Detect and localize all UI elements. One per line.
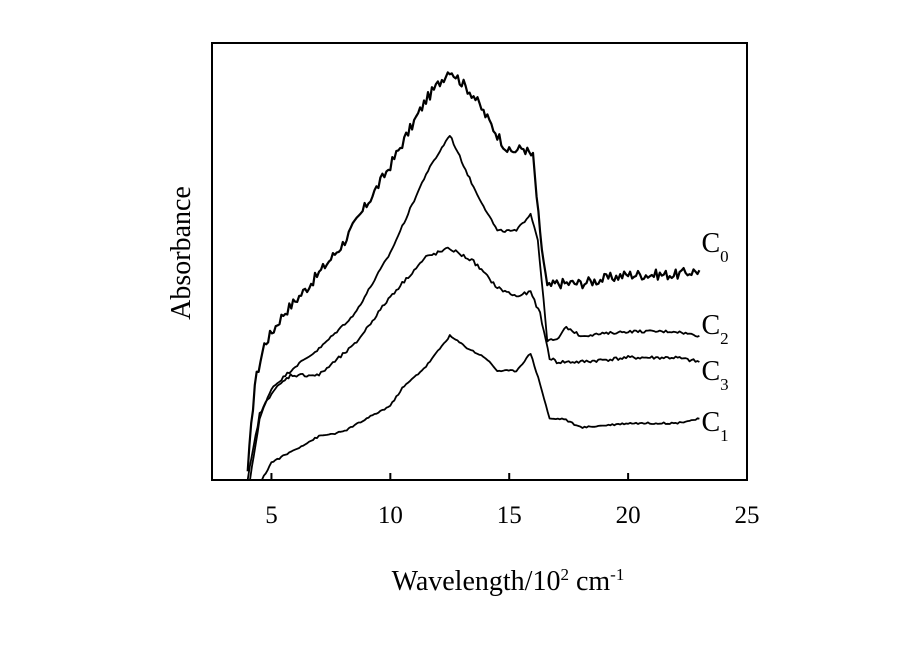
series-line-C3	[246, 246, 700, 481]
x-axis-title-unit-sup: -1	[610, 565, 624, 584]
series-label-name: C	[701, 356, 720, 387]
series-label-C0: C0	[701, 228, 728, 266]
x-tick-label: 20	[616, 502, 641, 529]
series-label-subscript: 3	[720, 375, 729, 394]
x-axis-title-unit: cm	[569, 566, 610, 597]
x-tick-label: 5	[265, 502, 278, 529]
series-label-name: C	[701, 407, 720, 438]
x-axis-ticks: 5 10 15 20 25	[265, 473, 760, 529]
x-axis-title-sup: 2	[560, 565, 569, 584]
x-tick-label: 10	[378, 502, 403, 529]
x-tick-label: 25	[735, 502, 760, 529]
series-label-C1: C1	[701, 407, 728, 445]
series-layer	[246, 71, 701, 481]
series-label-subscript: 0	[720, 247, 729, 266]
plot-frame	[211, 42, 748, 481]
x-tick-label: 15	[497, 502, 522, 529]
series-label-subscript: 2	[720, 329, 729, 348]
series-line-C2	[249, 135, 700, 481]
series-label-name: C	[701, 228, 720, 259]
x-axis-title-text: Wavelength/10	[392, 566, 561, 597]
y-axis-title: Absorbance	[166, 186, 197, 320]
series-label-subscript: 1	[720, 426, 729, 445]
x-axis-title: Wavelength/102 cm-1	[392, 565, 625, 597]
series-label-name: C	[701, 310, 720, 341]
series-line-C0	[246, 71, 701, 472]
series-line-C1	[261, 334, 700, 481]
series-label-C3: C3	[701, 356, 728, 394]
series-label-C2: C2	[701, 310, 728, 348]
